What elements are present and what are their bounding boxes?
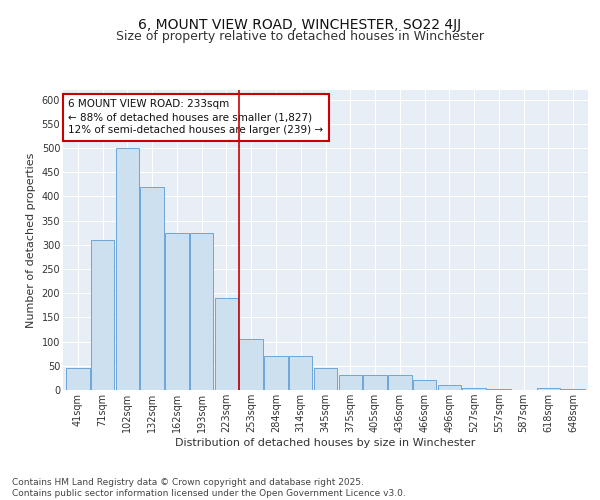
Bar — [289, 356, 313, 390]
Y-axis label: Number of detached properties: Number of detached properties — [26, 152, 36, 328]
Bar — [388, 376, 412, 390]
Bar — [140, 187, 164, 390]
X-axis label: Distribution of detached houses by size in Winchester: Distribution of detached houses by size … — [175, 438, 476, 448]
Bar — [190, 232, 214, 390]
Bar — [215, 298, 238, 390]
Bar — [363, 376, 387, 390]
Bar — [413, 380, 436, 390]
Bar — [91, 240, 115, 390]
Bar — [66, 368, 89, 390]
Text: 6, MOUNT VIEW ROAD, WINCHESTER, SO22 4JJ: 6, MOUNT VIEW ROAD, WINCHESTER, SO22 4JJ — [139, 18, 461, 32]
Bar — [116, 148, 139, 390]
Bar — [264, 356, 288, 390]
Text: Contains HM Land Registry data © Crown copyright and database right 2025.
Contai: Contains HM Land Registry data © Crown c… — [12, 478, 406, 498]
Bar — [437, 385, 461, 390]
Text: 6 MOUNT VIEW ROAD: 233sqm
← 88% of detached houses are smaller (1,827)
12% of se: 6 MOUNT VIEW ROAD: 233sqm ← 88% of detac… — [68, 99, 323, 136]
Bar — [338, 376, 362, 390]
Bar — [165, 232, 188, 390]
Bar — [463, 388, 486, 390]
Text: Size of property relative to detached houses in Winchester: Size of property relative to detached ho… — [116, 30, 484, 43]
Bar — [239, 339, 263, 390]
Bar — [314, 368, 337, 390]
Bar — [562, 389, 585, 390]
Bar — [536, 388, 560, 390]
Bar — [487, 389, 511, 390]
